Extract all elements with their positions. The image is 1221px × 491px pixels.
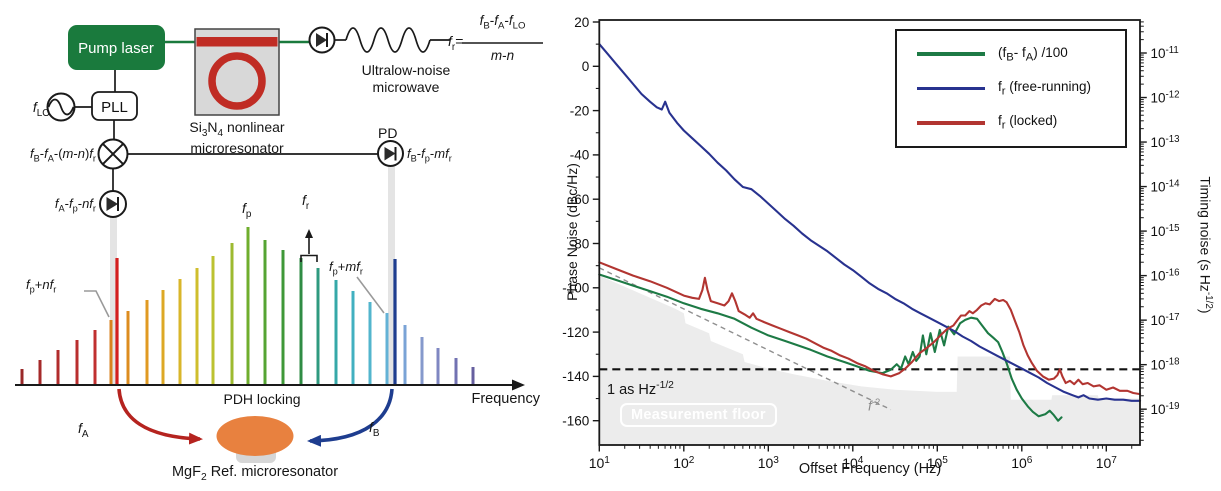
f-minus-2-annotation: f-2 bbox=[868, 397, 881, 414]
plot-border bbox=[598, 19, 1141, 446]
measurement-floor-badge: Measurement floor bbox=[620, 403, 777, 427]
fp-label: fp bbox=[242, 200, 252, 220]
fp-mfr-label: fp+mfr bbox=[329, 259, 363, 277]
right-tick-label: 10-13 bbox=[1151, 134, 1180, 150]
pll-label: PLL bbox=[101, 99, 128, 116]
pump-laser-box bbox=[68, 25, 165, 70]
right-tick-label: 10-15 bbox=[1151, 223, 1180, 239]
flo-label: fLO bbox=[32, 99, 50, 119]
chip-label: Si3N4 nonlinear microresonator bbox=[189, 119, 285, 156]
right-tick-label: 10-19 bbox=[1151, 401, 1180, 417]
chart-canvas: 20 0 -20 -40 -60 -80 -100 -120 -140 -160 101 102 103… bbox=[562, 15, 1181, 471]
legend-label-fr_free: fr (free-running) bbox=[998, 79, 1092, 98]
right-tick-label: 10-12 bbox=[1151, 89, 1180, 105]
right-tick-label: 10-14 bbox=[1151, 178, 1181, 194]
y-axis-label-left: Phase Noise (dBc/Hz) bbox=[564, 163, 580, 301]
fb-lock-arrow bbox=[307, 388, 394, 447]
x-axis-label: Offset Frequency (Hz) bbox=[798, 461, 942, 477]
mixer-output-label: fB-fA-(m-n)fr bbox=[29, 146, 96, 164]
ultralow-noise-label: Ultralow-noise microwave bbox=[361, 62, 451, 95]
pd2-output-label: fB-fp-mfr bbox=[407, 146, 452, 164]
y-tick-label: -120 bbox=[562, 325, 589, 340]
photodiode-icon bbox=[377, 140, 404, 167]
y-tick-label: -60 bbox=[570, 192, 590, 207]
waveguide-bar bbox=[196, 37, 278, 47]
x-tick-label: 104 bbox=[842, 455, 864, 471]
fr-equation-denominator: m-n bbox=[490, 48, 515, 63]
legend-item-fbfa: (fB- fA) /100 bbox=[917, 45, 1125, 64]
mixer-icon bbox=[97, 138, 129, 170]
x-tick-label: 107 bbox=[1096, 455, 1118, 471]
measurement-floor-region bbox=[599, 275, 1141, 445]
microresonator-chip bbox=[194, 28, 280, 116]
microwave-sine-icon bbox=[345, 27, 431, 53]
x-tick-label: 101 bbox=[589, 455, 611, 471]
x-tick-label: 102 bbox=[673, 455, 695, 471]
legend-swatch-fr_free bbox=[917, 86, 985, 91]
oscillator-icon bbox=[46, 92, 76, 122]
pll-box bbox=[91, 91, 138, 121]
right-tick-label: 10-17 bbox=[1151, 312, 1180, 328]
fr-equation-lhs: fr= bbox=[448, 33, 464, 53]
right-tick-label: 10-16 bbox=[1151, 267, 1180, 283]
y-tick-label: -160 bbox=[562, 414, 589, 429]
legend-label-fbfa: (fB- fA) /100 bbox=[998, 44, 1068, 64]
curve-fbfa bbox=[598, 273, 1063, 422]
fb-tap-band bbox=[388, 166, 395, 385]
threshold-annotation: 1 as Hz-1/2 bbox=[607, 380, 674, 398]
fr-spacing-bracket bbox=[300, 254, 318, 262]
y-axis-label-right: Timing noise (s Hz-1/2) bbox=[1197, 176, 1214, 314]
pd1-output-label: fA-fp-nfr bbox=[54, 196, 96, 214]
fa-lock-arrow bbox=[117, 388, 203, 445]
x-tick-label: 105 bbox=[927, 455, 949, 471]
fp-nfr-label: fp+nfr bbox=[26, 277, 57, 295]
pd-label: PD bbox=[378, 125, 398, 141]
fpn-leader bbox=[84, 290, 110, 318]
fb-label: fB bbox=[369, 419, 380, 439]
photodiode-icon bbox=[308, 26, 336, 54]
black-wires bbox=[75, 39, 450, 192]
frequency-comb bbox=[20, 227, 475, 385]
fr-label: fr bbox=[302, 192, 310, 212]
pdh-locking-label: PDH locking bbox=[223, 391, 301, 407]
right-tick-label: 10-11 bbox=[1151, 45, 1179, 61]
pump-laser-label: Pump laser bbox=[78, 40, 154, 57]
y-tick-label: -20 bbox=[570, 103, 590, 118]
y-tick-label: 0 bbox=[582, 59, 590, 74]
fpm-leader bbox=[356, 276, 385, 314]
y-tick-label: 20 bbox=[574, 15, 589, 30]
fa-label: fA bbox=[78, 420, 89, 440]
frequency-axis-label: Frequency bbox=[471, 391, 540, 407]
reference-resonator bbox=[216, 416, 294, 463]
fa-tap-band bbox=[110, 217, 117, 385]
right-tick-label: 10-18 bbox=[1151, 356, 1180, 372]
curve-fr_free bbox=[598, 43, 1142, 402]
fr-equation-numerator: fB-fA-fLO bbox=[479, 13, 526, 32]
y-tick-label: -140 bbox=[562, 369, 589, 384]
phase-noise-chart: 20 0 -20 -40 -60 -80 -100 -120 -140 -160 101 102 103… bbox=[545, 0, 1221, 491]
y-tick-label: -80 bbox=[570, 236, 590, 251]
legend-label-fr_locked: fr (locked) bbox=[998, 113, 1058, 133]
photodiode-icon bbox=[99, 190, 127, 218]
x-tick-label: 103 bbox=[758, 455, 780, 471]
setup-diagram: Pump laser PLL bbox=[0, 0, 545, 491]
legend-swatch-fr_locked bbox=[917, 121, 985, 125]
legend-item-fr_locked: fr (locked) bbox=[917, 113, 1125, 132]
legend: (fB- fA) /100 fr (free-running) fr (locked… bbox=[895, 29, 1127, 148]
x-tick-label: 106 bbox=[1011, 455, 1033, 471]
mgf2-label: MgF2 Ref. microresonator bbox=[171, 464, 339, 483]
ring-resonator-icon bbox=[208, 52, 266, 110]
curve-fr_locked bbox=[598, 261, 1142, 396]
legend-item-fr_free: fr (free-running) bbox=[917, 79, 1125, 98]
legend-swatch-fbfa bbox=[917, 52, 985, 56]
y-tick-label: -40 bbox=[570, 148, 590, 163]
diagram-canvas: Pump laser PLL bbox=[15, 25, 543, 463]
y-tick-label: -100 bbox=[562, 281, 589, 296]
